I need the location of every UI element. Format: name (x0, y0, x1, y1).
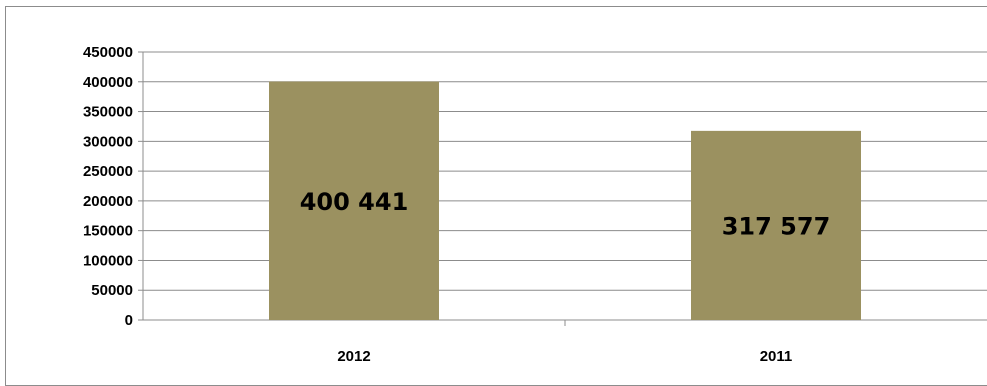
y-tick-label: 450000 (83, 44, 133, 61)
y-tick-label: 300000 (83, 133, 133, 150)
y-tick-label: 250000 (83, 163, 133, 180)
x-tick-label: 2012 (337, 348, 370, 365)
data-label-2011: 317 577 (722, 212, 831, 240)
y-tick-label: 350000 (83, 104, 133, 121)
data-label-2012: 400 441 (300, 188, 409, 216)
bar-2012 (269, 81, 439, 320)
y-tick-label: 0 (125, 312, 133, 329)
y-tick-label: 400000 (83, 74, 133, 91)
y-tick-label: 200000 (83, 193, 133, 210)
labels: 0 50000 100000 150000 200000 250000 300000 3500… (83, 44, 830, 365)
x-tick-label: 2011 (760, 348, 793, 365)
bars (269, 81, 861, 320)
y-tick-label: 100000 (83, 252, 133, 269)
y-tick-label: 150000 (83, 223, 133, 240)
bar-2011 (691, 130, 861, 320)
y-tick-label: 50000 (91, 282, 133, 299)
bar-chart: 0 50000 100000 150000 200000 250000 300000 3500… (83, 44, 987, 365)
